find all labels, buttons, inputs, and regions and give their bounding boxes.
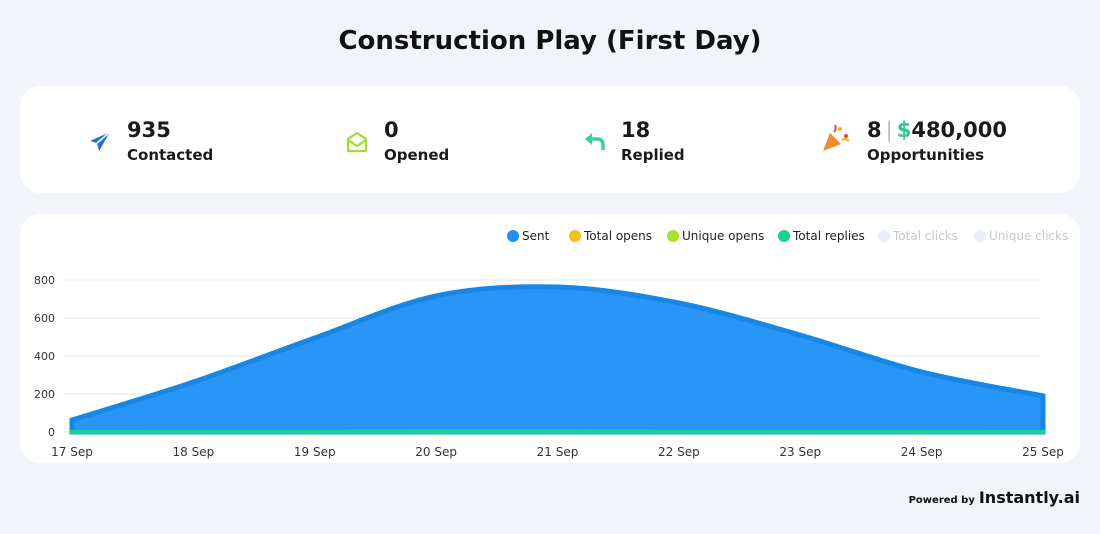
x-tick-label: 21 Sep — [537, 445, 579, 459]
legend-label: Total opens — [583, 229, 652, 243]
y-tick-label: 800 — [34, 274, 55, 287]
legend-marker — [974, 230, 986, 242]
legend-label: Total replies — [792, 229, 865, 243]
legend-marker — [507, 230, 519, 242]
legend-marker — [878, 230, 890, 242]
series-area — [70, 429, 1045, 434]
stat-opportunities: 8 | $480,000 Opportunities — [867, 116, 1007, 164]
opportunity-count: 8 — [867, 118, 882, 142]
powered-by: Powered by — [908, 495, 975, 506]
legend-marker — [667, 230, 679, 242]
stats-card: 935 Contacted 0 Opened 18 Replied 8 | $480,00… — [20, 86, 1080, 193]
stat-value: 935 — [127, 118, 171, 142]
legend-marker — [778, 230, 790, 242]
legend-label: Total clicks — [892, 229, 958, 243]
y-tick-label: 200 — [34, 388, 55, 401]
brand: Instantly.ai — [978, 488, 1080, 507]
opportunities-icon — [823, 124, 850, 151]
x-tick-label: 19 Sep — [294, 445, 336, 459]
stat-value: 18 — [621, 118, 651, 142]
page-title: Construction Play (First Day) — [338, 26, 762, 56]
footer: Powered by Instantly.ai — [909, 488, 1080, 507]
opened-icon — [346, 131, 368, 153]
series-area — [69, 284, 1046, 435]
legend-label: Unique clicks — [989, 229, 1068, 243]
replied-icon — [585, 133, 605, 150]
stat-label: Replied — [621, 146, 685, 164]
y-tick-label: 600 — [34, 312, 55, 325]
stat-label: Opportunities — [867, 146, 985, 164]
separator: | — [885, 118, 893, 142]
x-tick-label: 24 Sep — [901, 445, 943, 459]
x-tick-label: 17 Sep — [51, 445, 93, 459]
stat-value: 0 — [384, 118, 399, 142]
stat-replied: 18 Replied — [621, 116, 685, 164]
legend-label: Unique opens — [682, 229, 764, 243]
stat-contacted: 935 Contacted — [127, 116, 213, 164]
stat-label: Contacted — [127, 146, 214, 164]
stat-label: Opened — [384, 146, 450, 164]
legend-label: Sent — [522, 229, 550, 243]
legend-marker — [569, 230, 581, 242]
x-tick-label: 22 Sep — [658, 445, 700, 459]
currency: $ — [896, 118, 912, 142]
x-tick-label: 18 Sep — [173, 445, 215, 459]
opportunity-amount: 480,000 — [911, 118, 1007, 142]
stat-opened: 0 Opened — [384, 116, 449, 164]
x-tick-label: 20 Sep — [415, 445, 457, 459]
x-tick-label: 25 Sep — [1022, 445, 1064, 459]
y-tick-label: 0 — [48, 426, 55, 439]
x-tick-label: 23 Sep — [779, 445, 821, 459]
stat-value: 8 | $480,000 — [867, 116, 1007, 144]
y-tick-label: 400 — [34, 350, 55, 363]
contacted-icon — [90, 131, 111, 151]
